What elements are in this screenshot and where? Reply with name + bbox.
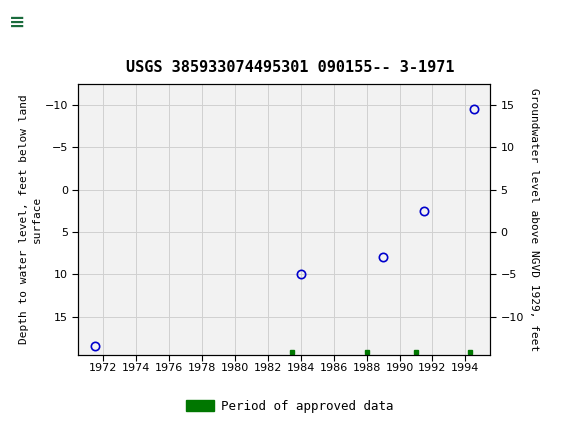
Y-axis label: Depth to water level, feet below land
surface: Depth to water level, feet below land su… bbox=[19, 95, 42, 344]
Text: USGS 385933074495301 090155-- 3-1971: USGS 385933074495301 090155-- 3-1971 bbox=[126, 60, 454, 75]
Bar bbox=[3, 3, 107, 42]
Text: ≡: ≡ bbox=[9, 13, 25, 32]
Text: USGS: USGS bbox=[35, 14, 90, 31]
Y-axis label: Groundwater level above NGVD 1929, feet: Groundwater level above NGVD 1929, feet bbox=[530, 88, 539, 351]
Legend: Period of approved data: Period of approved data bbox=[181, 395, 399, 418]
